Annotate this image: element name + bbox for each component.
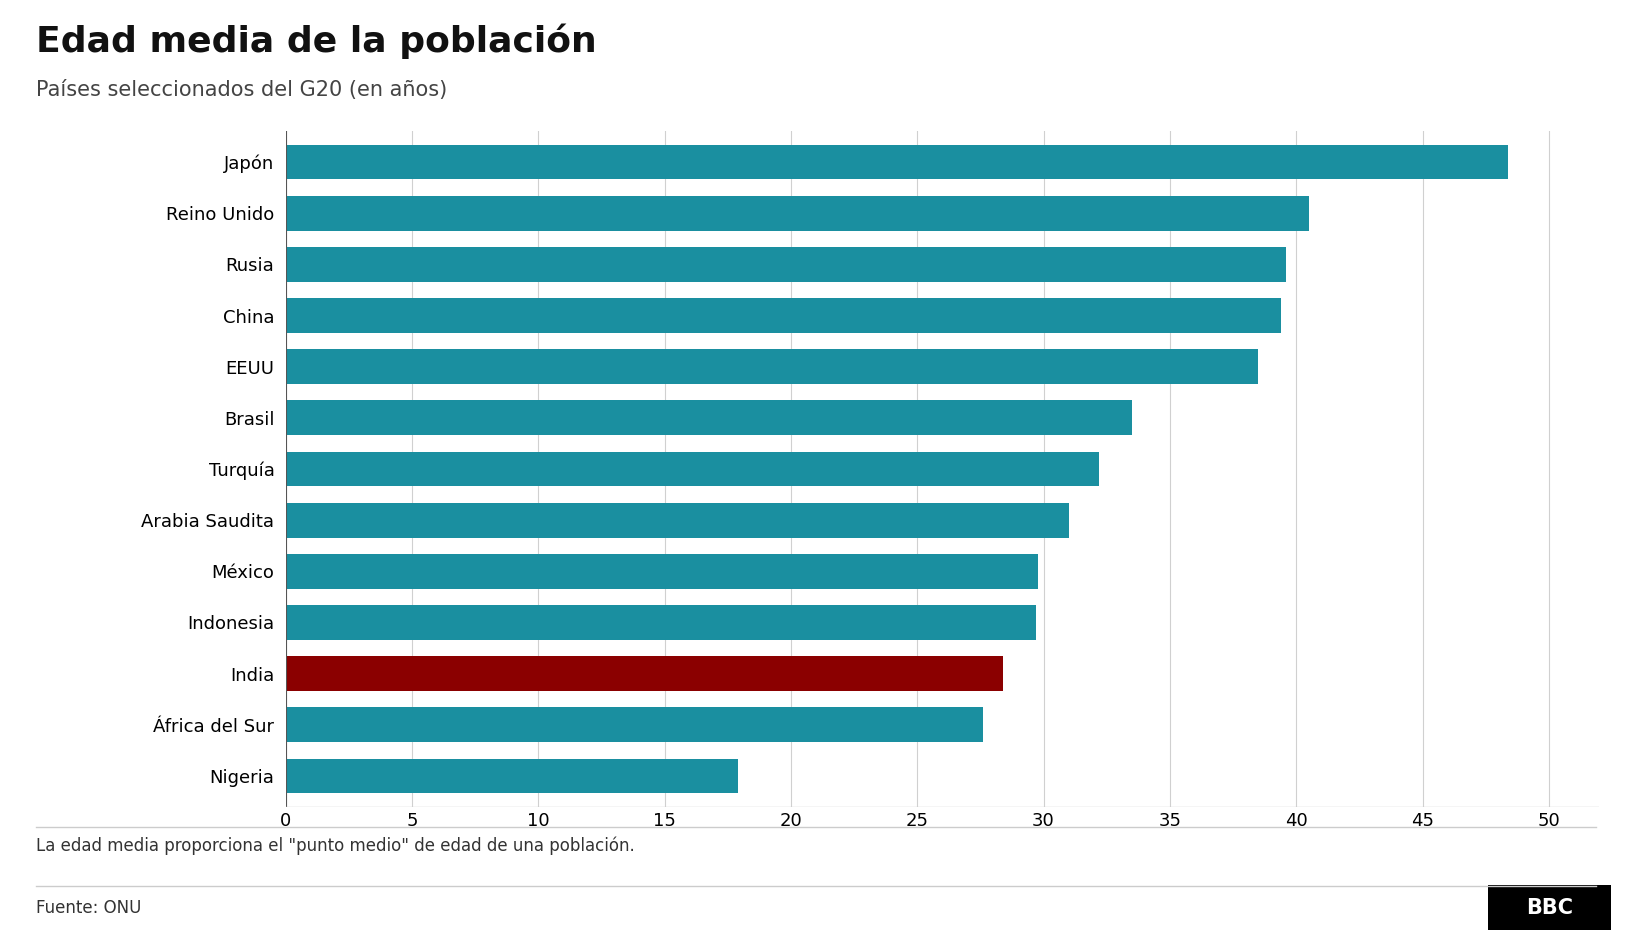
Bar — [286, 759, 738, 794]
Text: Fuente: ONU: Fuente: ONU — [36, 899, 142, 916]
Bar — [286, 451, 1098, 487]
Text: La edad media proporciona el "punto medio" de edad de una población.: La edad media proporciona el "punto medi… — [36, 837, 635, 855]
Bar — [286, 657, 1004, 691]
Text: BBC: BBC — [1526, 898, 1573, 918]
Bar — [286, 605, 1036, 640]
Bar — [286, 554, 1038, 589]
Text: Edad media de la población: Edad media de la población — [36, 23, 597, 59]
Bar — [286, 298, 1281, 333]
Bar — [286, 349, 1258, 384]
Bar — [286, 401, 1133, 435]
Text: Países seleccionados del G20 (en años): Países seleccionados del G20 (en años) — [36, 80, 447, 99]
Bar — [286, 247, 1286, 281]
Bar — [286, 196, 1309, 231]
Bar — [286, 144, 1508, 179]
Bar — [286, 503, 1069, 537]
Bar — [286, 707, 982, 742]
